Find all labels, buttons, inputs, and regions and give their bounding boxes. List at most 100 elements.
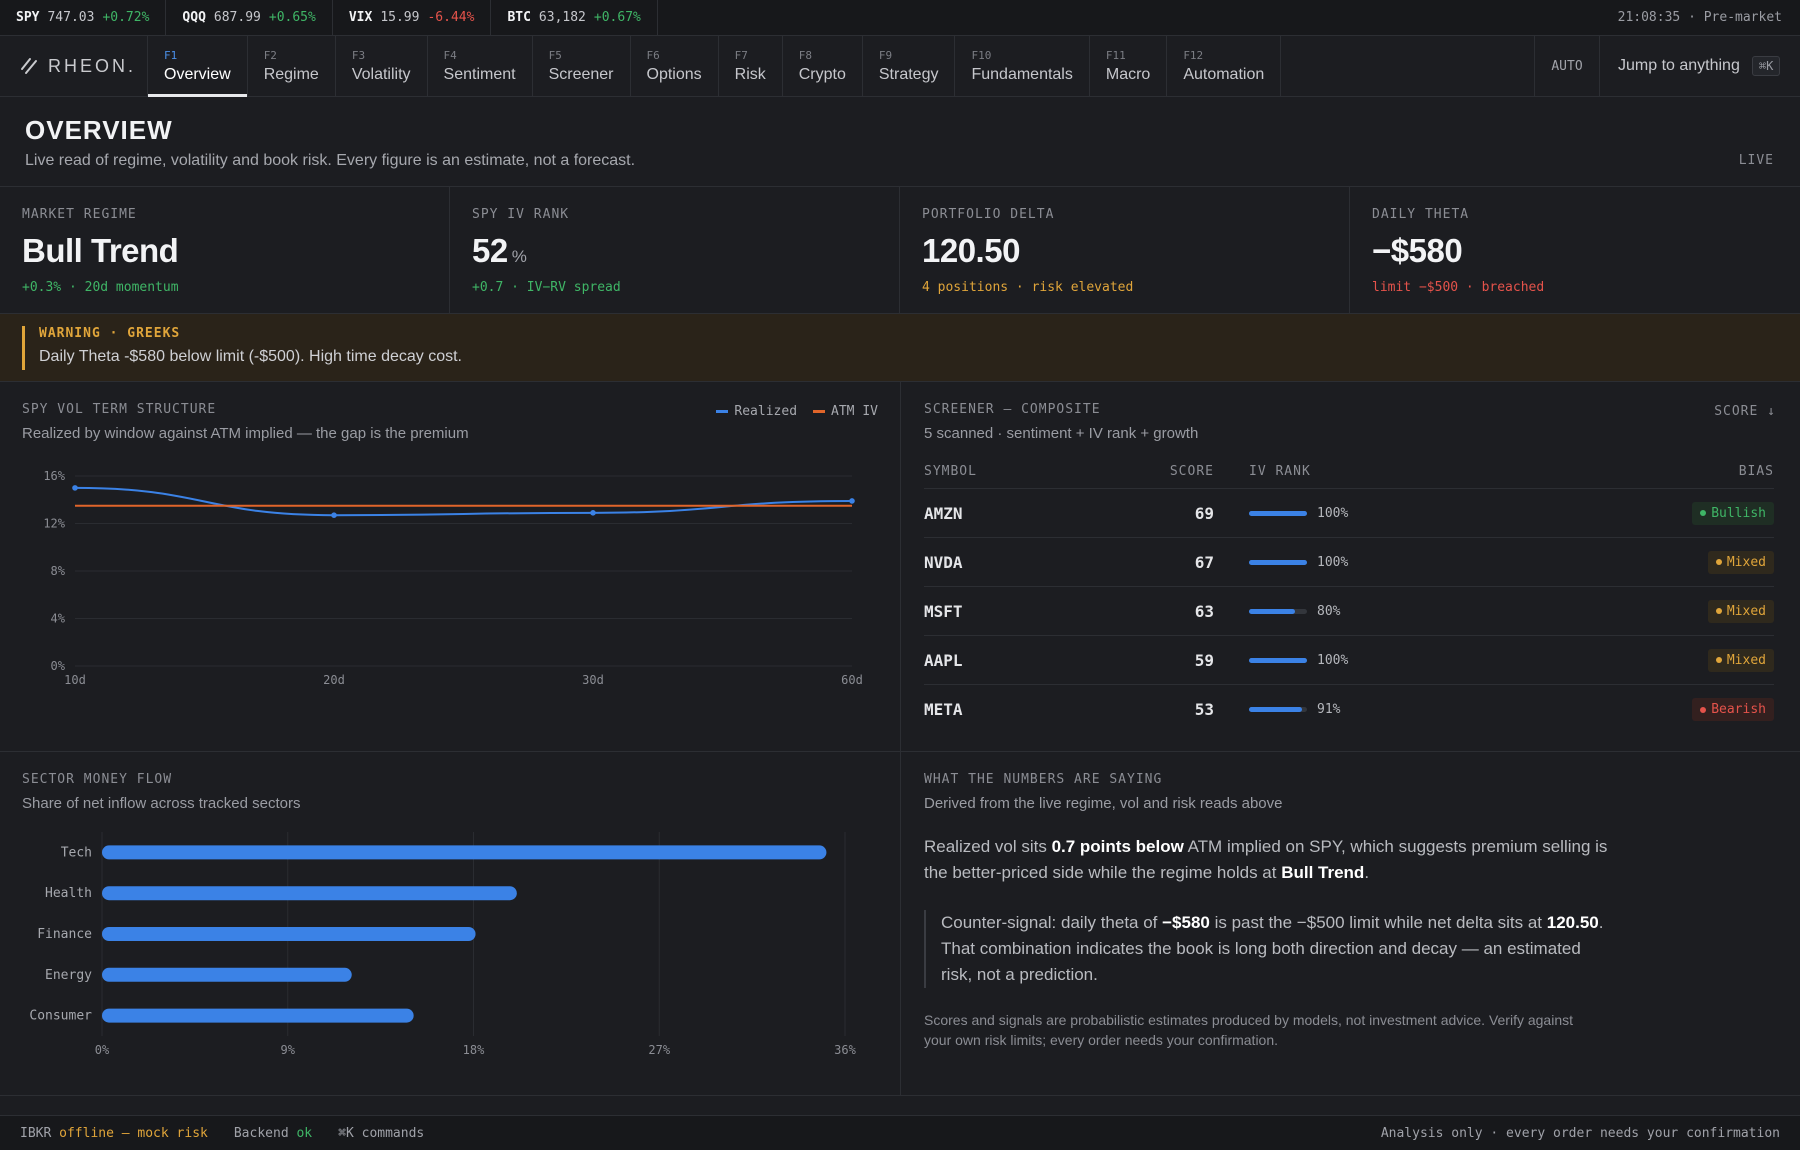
tab-sentiment[interactable]: F4 Sentiment xyxy=(428,36,533,96)
ticker-list: SPY 747.03 +0.72% QQQ 687.99 +0.65% VIX 15.99 -6… xyxy=(0,0,658,36)
disclaimer: Scores and signals are probabilistic est… xyxy=(924,1012,1574,1048)
col-symbol[interactable]: SYMBOL xyxy=(924,464,977,479)
bar-energy xyxy=(102,967,352,982)
page-title: OVERVIEW xyxy=(25,115,173,145)
ticker-price: 687.99 xyxy=(213,10,261,25)
kpi-daily-theta: DAILY THETA −$580 limit −$500 · breached xyxy=(1350,187,1800,313)
col-score[interactable]: SCORE xyxy=(1169,464,1214,479)
tab-key: F1 xyxy=(164,48,178,62)
ticker-price: 15.99 xyxy=(380,10,420,25)
legend-atm-iv: ATM IV xyxy=(813,404,878,419)
bias-dot xyxy=(1700,706,1707,713)
row-score: 53 xyxy=(1194,700,1214,719)
ticker-price: 63,182 xyxy=(538,10,586,25)
screener-panel: SCREENER — COMPOSITE 5 scanned · sentime… xyxy=(901,382,1800,752)
tab-label: Automation xyxy=(1183,65,1265,83)
x-tick-label: 18% xyxy=(463,1043,485,1057)
ibkr-status[interactable]: IBKR offline — mock risk xyxy=(20,1126,208,1141)
vol-term-chart: 0% 4% 8% 12% 16% 10d 20d 30d 60d xyxy=(43,469,863,687)
row-iv-rank: 91% xyxy=(1214,702,1514,717)
ticker-spy[interactable]: SPY 747.03 +0.72% xyxy=(0,0,167,36)
kpi-market-regime: MARKET REGIME Bull Trend +0.3% · 20d mom… xyxy=(0,187,450,313)
bar-tech xyxy=(102,845,827,860)
tab-key: F2 xyxy=(263,48,277,62)
series-line-realized xyxy=(74,486,853,517)
sort-score-button[interactable]: SCORE ↓ xyxy=(1714,404,1776,419)
tab-screener[interactable]: F5 Screener xyxy=(533,36,631,96)
y-category-label: Finance xyxy=(37,927,92,942)
tab-volatility[interactable]: F3 Volatility xyxy=(336,36,428,96)
table-row[interactable]: AMZN 69 100% Bullish xyxy=(924,489,1774,538)
highlight: Bull Trend xyxy=(1281,863,1365,882)
ticker-qqq[interactable]: QQQ 687.99 +0.65% xyxy=(166,0,333,36)
iv-rank-value: 100% xyxy=(1317,554,1349,570)
tab-list: F1 Overview F2 Regime F3 Volatility F4 Sentimen… xyxy=(148,36,1282,97)
status-bar: IBKR offline — mock risk Backend ok ⌘K c… xyxy=(0,1115,1800,1150)
jump-search[interactable]: Jump to anything ⌘K xyxy=(1600,36,1800,96)
tab-key: F6 xyxy=(646,48,660,62)
brand-logo-icon xyxy=(21,58,37,74)
auto-toggle[interactable]: AUTO xyxy=(1534,36,1600,96)
page-header: OVERVIEW Live read of regime, volatility… xyxy=(0,97,1800,187)
status-label: Backend xyxy=(233,1125,289,1141)
data-point xyxy=(849,498,855,504)
tab-crypto[interactable]: F8 Crypto xyxy=(783,36,863,96)
bias-badge: Bearish xyxy=(1692,698,1774,721)
tab-overview[interactable]: F1 Overview xyxy=(148,36,248,97)
kpi-row: MARKET REGIME Bull Trend +0.3% · 20d mom… xyxy=(0,187,1800,314)
y-tick-label: 12% xyxy=(43,517,65,531)
iv-rank-bar xyxy=(1249,608,1307,614)
tab-key: F7 xyxy=(734,48,748,62)
ticker-symbol: QQQ xyxy=(182,10,206,25)
col-iv-rank[interactable]: IV RANK xyxy=(1249,464,1311,479)
tab-key: F3 xyxy=(351,48,366,62)
kpi-portfolio-delta: PORTFOLIO DELTA 120.50 4 positions · ris… xyxy=(900,187,1350,313)
iv-rank-bar xyxy=(1249,559,1307,565)
highlight: −$580 xyxy=(1162,913,1210,932)
brand[interactable]: RHEON. xyxy=(0,36,148,96)
kpi-foot: +0.3% · 20d momentum xyxy=(22,280,179,295)
ticker-change: +0.67% xyxy=(593,10,641,25)
market-clock: 21:08:35 · Pre-market xyxy=(1617,10,1782,25)
kpi-foot: 4 positions · risk elevated xyxy=(922,280,1134,295)
status-value: ok xyxy=(296,1125,313,1141)
table-row[interactable]: AAPL 59 100% Mixed xyxy=(924,636,1774,685)
table-row[interactable]: META 53 91% Bearish xyxy=(924,685,1774,734)
panel-subtitle: Realized by window against ATM implied —… xyxy=(22,425,469,442)
table-row[interactable]: NVDA 67 100% Mixed xyxy=(924,538,1774,587)
tab-macro[interactable]: F11 Macro xyxy=(1090,36,1168,96)
bias-badge: Mixed xyxy=(1707,648,1774,672)
bias-dot xyxy=(1715,608,1722,614)
legend-label: Realized xyxy=(734,404,798,419)
bias-badge: Mixed xyxy=(1707,550,1774,574)
table-row[interactable]: MSFT 63 80% Mixed xyxy=(924,587,1774,636)
ticker-btc[interactable]: BTC 63,182 +0.67% xyxy=(491,0,658,36)
tab-options[interactable]: F6 Options xyxy=(631,36,719,96)
highlight: 0.7 points below xyxy=(1051,837,1184,856)
tab-label: Strategy xyxy=(878,65,939,83)
backend-status[interactable]: Backend ok xyxy=(234,1126,312,1141)
col-bias[interactable]: BIAS xyxy=(1738,464,1774,479)
tab-strategy[interactable]: F9 Strategy xyxy=(863,36,956,96)
x-tick-label: 30d xyxy=(582,673,604,687)
tab-fundamentals[interactable]: F10 Fundamentals xyxy=(955,36,1090,96)
bias-dot xyxy=(1700,510,1707,516)
tab-automation[interactable]: F12 Automation xyxy=(1167,36,1282,96)
panel-subtitle: Derived from the live regime, vol and ri… xyxy=(924,795,1283,812)
tab-key: F10 xyxy=(971,48,992,62)
ticker-vix[interactable]: VIX 15.99 -6.44% xyxy=(333,0,492,36)
bias-label: Mixed xyxy=(1726,603,1766,619)
iv-rank-fill xyxy=(1249,657,1307,663)
jump-shortcut: ⌘K xyxy=(1751,56,1781,76)
text: ATM implied on SPY, which suggests premi… xyxy=(924,837,1608,882)
iv-rank-fill xyxy=(1249,559,1307,565)
commands-hint[interactable]: ⌘K commands xyxy=(338,1125,425,1141)
panel-title: SCREENER — COMPOSITE xyxy=(924,402,1101,417)
text: . xyxy=(1364,863,1370,882)
tab-regime[interactable]: F2 Regime xyxy=(248,36,336,96)
x-tick-label: 9% xyxy=(281,1043,296,1057)
tab-risk[interactable]: F7 Risk xyxy=(719,36,783,96)
kpi-label: PORTFOLIO DELTA xyxy=(922,207,1055,222)
iv-rank-fill xyxy=(1249,608,1296,614)
y-tick-label: 8% xyxy=(51,564,66,578)
